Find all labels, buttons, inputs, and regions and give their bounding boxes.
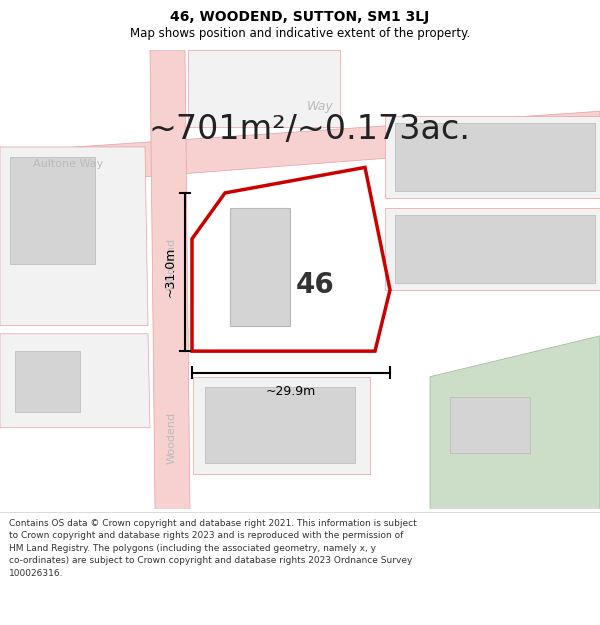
Text: Way: Way [307, 99, 334, 112]
Polygon shape [385, 116, 600, 198]
Text: ~29.9m: ~29.9m [266, 385, 316, 398]
Polygon shape [395, 216, 595, 282]
Text: Woodend: Woodend [167, 238, 177, 291]
Text: Woodend: Woodend [167, 412, 177, 464]
Polygon shape [188, 50, 340, 126]
Polygon shape [150, 50, 190, 509]
Polygon shape [193, 377, 370, 474]
Polygon shape [205, 387, 355, 463]
Text: 46, WOODEND, SUTTON, SM1 3LJ: 46, WOODEND, SUTTON, SM1 3LJ [170, 10, 430, 24]
Polygon shape [450, 397, 530, 453]
Text: Aultone Way: Aultone Way [33, 159, 103, 169]
Polygon shape [10, 157, 95, 264]
Text: ~31.0m: ~31.0m [164, 247, 177, 298]
Text: Map shows position and indicative extent of the property.: Map shows position and indicative extent… [130, 27, 470, 40]
Polygon shape [0, 334, 150, 428]
Text: ~701m²/~0.173ac.: ~701m²/~0.173ac. [149, 113, 471, 146]
Text: Contains OS data © Crown copyright and database right 2021. This information is : Contains OS data © Crown copyright and d… [9, 519, 417, 578]
Polygon shape [430, 336, 600, 509]
Polygon shape [385, 208, 600, 290]
Text: 46: 46 [296, 271, 334, 299]
Polygon shape [0, 111, 600, 188]
Polygon shape [230, 208, 290, 326]
Polygon shape [15, 351, 80, 413]
Polygon shape [395, 124, 595, 191]
Polygon shape [0, 147, 148, 326]
